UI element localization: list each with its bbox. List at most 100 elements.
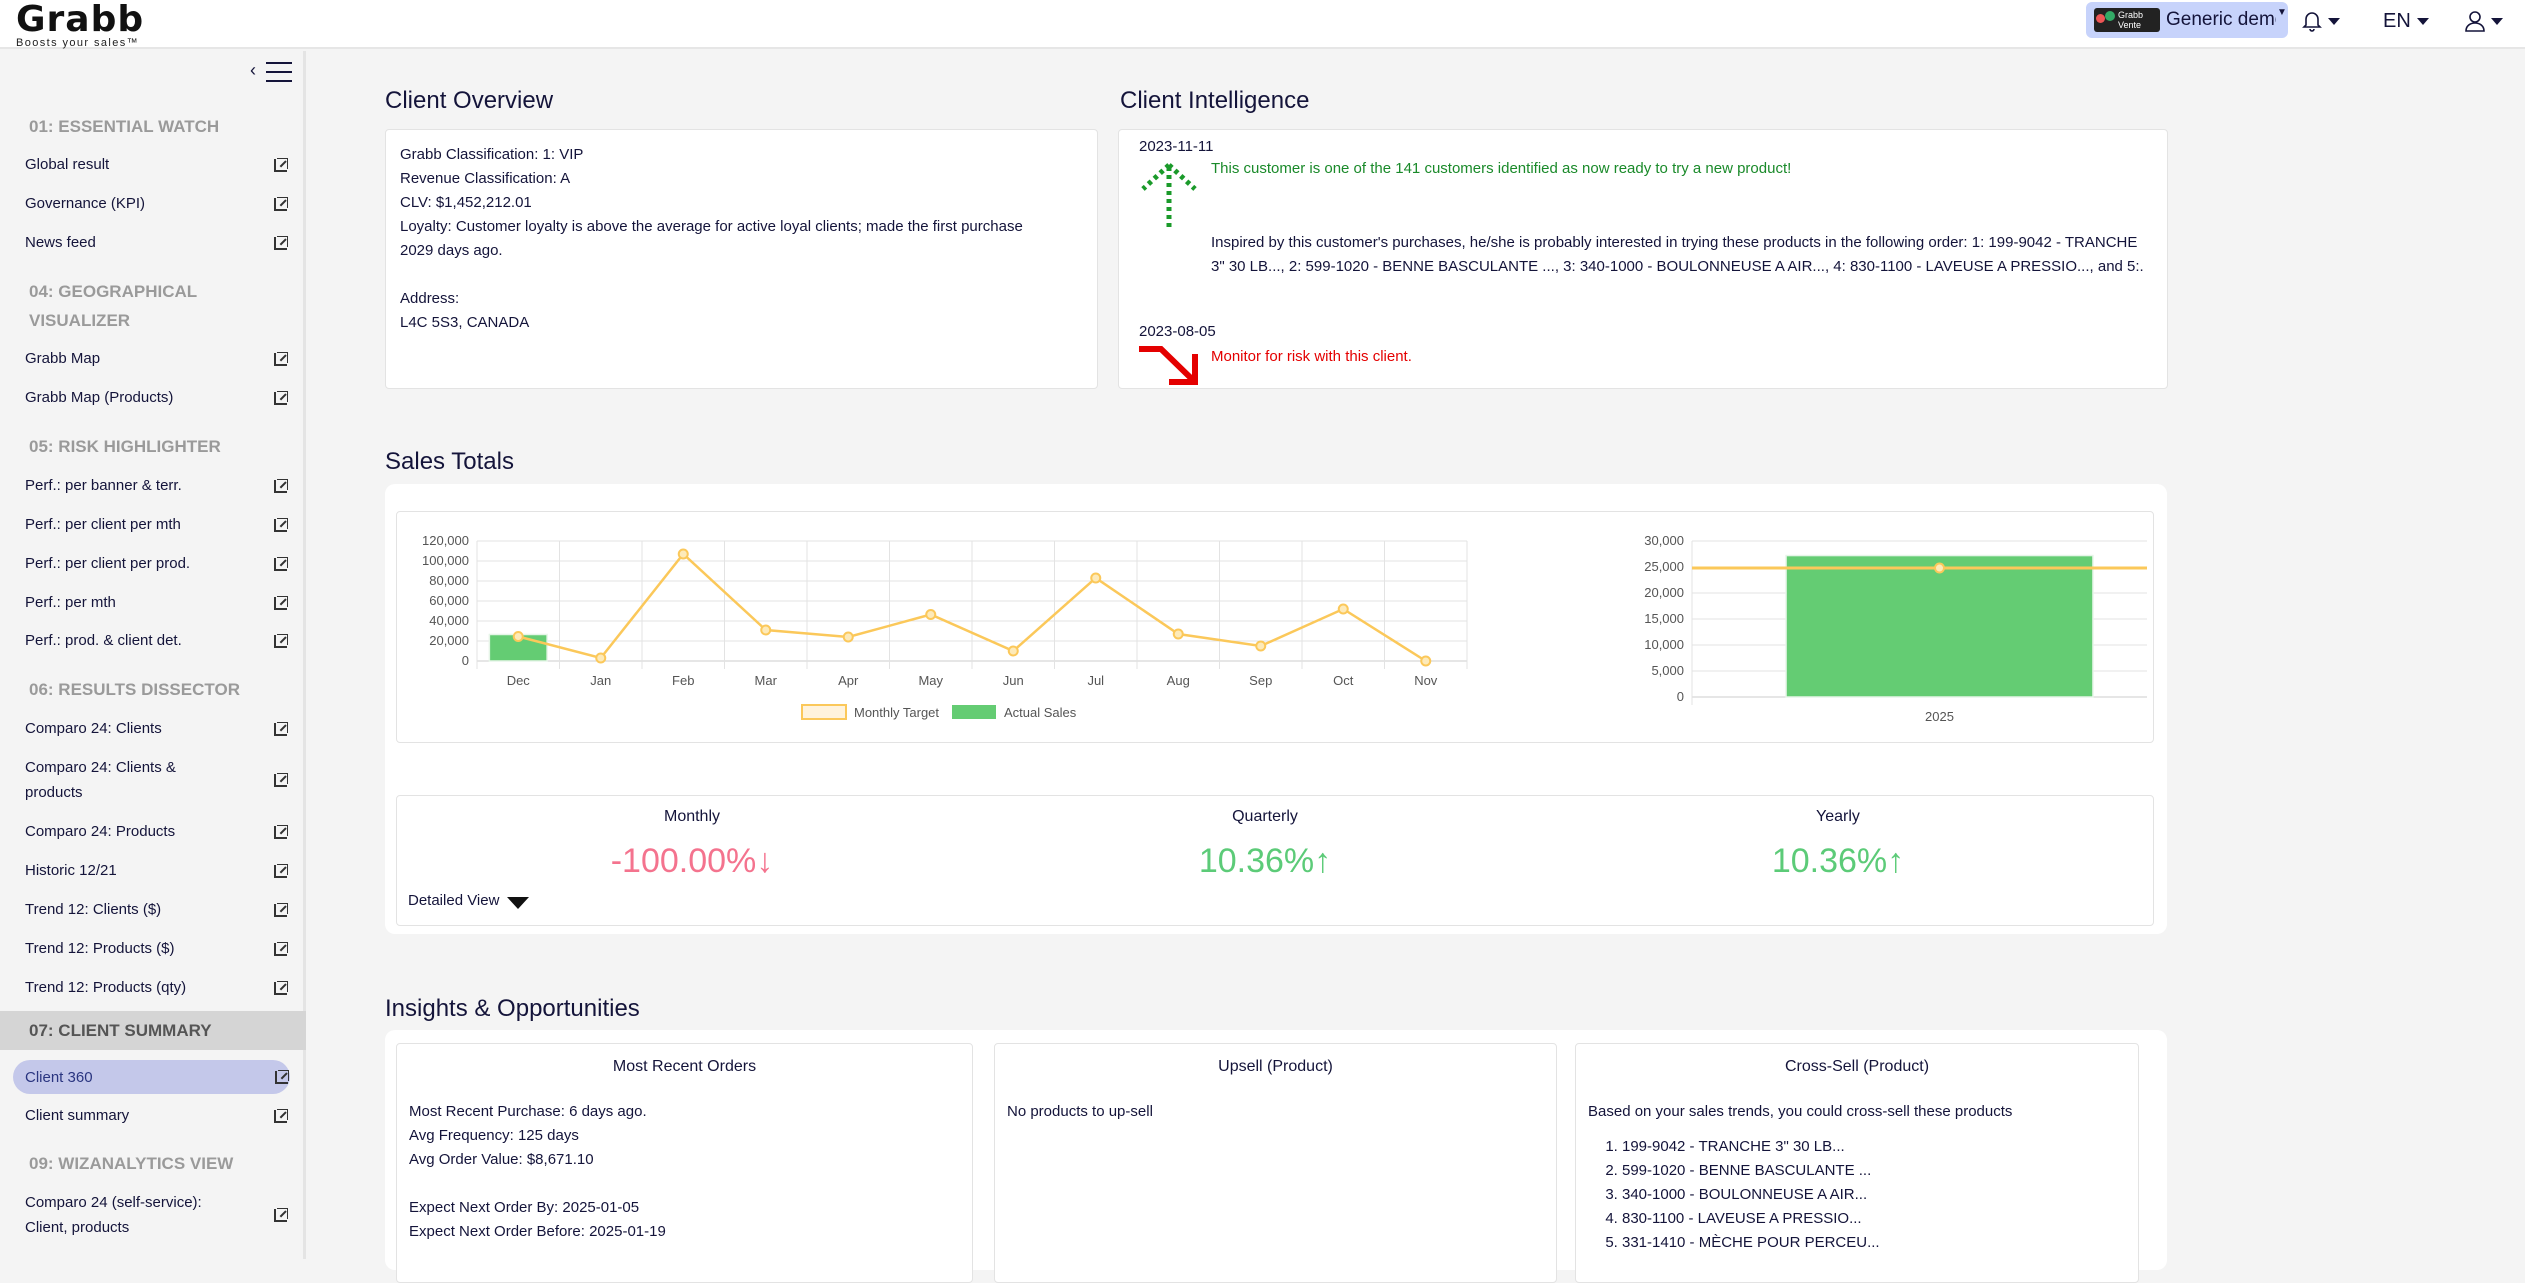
sidebar-item-label: Comparo 24 (self-service): Client, produ…: [25, 1194, 202, 1236]
caret-down-icon: [2328, 17, 2340, 25]
sidebar-item-news-feed[interactable]: News feed: [25, 230, 289, 255]
sidebar-item-label: Comparo 24: Clients & products: [25, 759, 176, 801]
sidebar-item-governance[interactable]: Governance (KPI): [25, 191, 289, 216]
external-link-icon: [273, 595, 289, 611]
sidebar-item-trend-products-qty[interactable]: Trend 12: Products (qty): [25, 975, 289, 1000]
y-tick-label: 20,000: [1644, 585, 1684, 600]
kpi-label: Monthly: [663, 808, 721, 825]
legend-label: Monthly Target: [854, 705, 939, 720]
tenant-selector[interactable]: Grabb Vente Generic demo ▼: [2086, 2, 2288, 38]
intel-date: 2023-08-05: [1139, 323, 1216, 340]
y-tick-label: 10,000: [1644, 637, 1684, 652]
caret-down-icon: [2491, 17, 2503, 25]
monthly-sales-chart: 0 20,000 40,000 60,000 80,000 100,000 120,000 D…: [422, 533, 1468, 720]
user-menu[interactable]: [2465, 10, 2503, 32]
avg-order-value: Avg Order Value: $8,671.10: [409, 1151, 594, 1168]
sidebar-item-trend-products-dollars[interactable]: Trend 12: Products ($): [25, 936, 289, 961]
sidebar-item-label: Trend 12: Clients ($): [25, 901, 162, 918]
tenant-badge-text: Grabb Vente: [2118, 10, 2144, 30]
list-item[interactable]: 331-1410 - MÈCHE POUR PERCEU...: [1622, 1231, 2126, 1255]
expect-next-order-by: Expect Next Order By: 2025-01-05: [409, 1199, 640, 1216]
chevron-left-icon: ‹: [250, 60, 256, 80]
sidebar-item-global-result[interactable]: Global result: [25, 152, 289, 177]
y-tick-label: 30,000: [1644, 533, 1684, 548]
tenant-caret-icon: ▼: [2277, 6, 2287, 18]
y-tick-label: 25,000: [1644, 559, 1684, 574]
section-risk-highlighter: 05: RISK HIGHLIGHTER: [29, 437, 221, 456]
arrow-up-icon: ↑: [1314, 842, 1332, 880]
kpi-label: Yearly: [1816, 808, 1860, 825]
monthly-target-point: [1934, 562, 1945, 574]
address-label: Address:: [400, 290, 460, 307]
sidebar-item-client-360[interactable]: Client 360: [13, 1060, 290, 1094]
x-tick-label: Apr: [838, 673, 859, 688]
kpi-value: 10.36%: [1198, 842, 1315, 880]
detailed-view-label: Detailed View: [408, 891, 500, 909]
x-tick-label: Sep: [1249, 673, 1272, 688]
sidebar-item-historic[interactable]: Historic 12/21: [25, 858, 289, 883]
card-title: Upsell (Product): [1218, 1058, 1333, 1075]
section-client-summary: 07: CLIENT SUMMARY: [0, 1011, 306, 1050]
cross-sell-intro: Based on your sales trends, you could cr…: [1588, 1103, 2013, 1120]
sidebar-item-comparo-self-service[interactable]: Comparo 24 (self-service): Client, produ…: [25, 1190, 289, 1240]
section-wizanalytics-view: 09: WIZANALYTICS VIEW: [29, 1154, 234, 1173]
y-tick-label: 15,000: [1644, 611, 1684, 626]
x-tick-label: 2025: [1925, 709, 1954, 724]
risk-arrow-down-icon: [1139, 346, 1198, 385]
sidebar-item-comparo-clients[interactable]: Comparo 24: Clients: [25, 716, 289, 741]
clv-value: CLV: $1,452,212.01: [400, 194, 532, 211]
sidebar-item-label: Client summary: [25, 1107, 130, 1124]
grabb-logo[interactable]: Grabb Boosts your sales™: [16, 2, 144, 50]
external-link-icon: [274, 1069, 290, 1085]
sidebar-item-label: Global result: [25, 156, 110, 173]
y-tick-label: 5,000: [1651, 663, 1684, 678]
client-overview-card: Grabb Classification: 1: VIP Revenue Cla…: [385, 129, 1098, 389]
external-link-icon: [273, 863, 289, 879]
list-item[interactable]: 340-1000 - BOULONNEUSE A AIR...: [1622, 1183, 2126, 1207]
sidebar-item-trend-clients[interactable]: Trend 12: Clients ($): [25, 897, 289, 922]
sidebar-item-grabb-map-products[interactable]: Grabb Map (Products): [25, 385, 289, 410]
language-menu[interactable]: EN: [2383, 10, 2429, 33]
monthly-target-point: [677, 548, 689, 560]
sidebar-item-grabb-map[interactable]: Grabb Map: [25, 346, 289, 371]
sidebar-item-client-summary[interactable]: Client summary: [25, 1103, 289, 1128]
sales-charts-card: 0 20,000 40,000 60,000 80,000 100,000 120,000 D…: [396, 511, 2154, 743]
sidebar-item-comparo-clients-products[interactable]: Comparo 24: Clients & products: [25, 755, 289, 805]
sidebar-item-comparo-products[interactable]: Comparo 24: Products: [25, 819, 289, 844]
notifications-menu[interactable]: [2302, 10, 2340, 32]
list-item[interactable]: 199-9042 - TRANCHE 3" 30 LB...: [1622, 1135, 2126, 1159]
sidebar-item-perf-banner[interactable]: Perf.: per banner & terr.: [25, 473, 289, 498]
sidebar-item-label: Comparo 24: Products: [25, 823, 176, 840]
y-tick-label: 60,000: [429, 593, 469, 608]
x-tick-label: May: [918, 673, 943, 688]
sidebar-item-perf-prod-client[interactable]: Perf.: prod. & client det.: [25, 628, 289, 653]
client-intelligence-title: Client Intelligence: [1120, 87, 1310, 114]
sidebar-item-perf-client-prod[interactable]: Perf.: per client per prod.: [25, 551, 289, 576]
sidebar-item-label: Client 360: [25, 1068, 93, 1086]
x-tick-label: Jan: [590, 673, 611, 688]
external-link-icon: [273, 824, 289, 840]
intel-risk-message: Monitor for risk with this client.: [1211, 348, 1412, 365]
tenant-name: Generic demo: [2166, 9, 2276, 30]
actual-sales-bar: [1785, 554, 2094, 698]
monthly-target-point: [512, 631, 524, 642]
list-item[interactable]: 599-1020 - BENNE BASCULANTE ...: [1622, 1159, 2126, 1183]
sidebar-item-perf-mth[interactable]: Perf.: per mth: [25, 590, 289, 615]
kpi-yearly: Yearly 10.36%↑: [1628, 808, 2048, 881]
sales-totals-panel: 0 20,000 40,000 60,000 80,000 100,000 120,000 D…: [385, 484, 2167, 934]
external-link-icon: [273, 772, 289, 788]
x-tick-label: Aug: [1167, 673, 1190, 688]
external-link-icon: [273, 633, 289, 649]
user-icon: [2465, 11, 2485, 32]
legend-label: Actual Sales: [1004, 705, 1077, 720]
monthly-target-point: [760, 624, 772, 636]
y-tick-label: 100,000: [422, 553, 469, 568]
insights-panel: Most Recent Orders Most Recent Purchase:…: [385, 1030, 2167, 1283]
sidebar-item-perf-client-mth[interactable]: Perf.: per client per mth: [25, 512, 289, 537]
detailed-view-toggle[interactable]: Detailed View: [408, 891, 530, 909]
collapse-sidebar-button[interactable]: ‹: [250, 56, 292, 86]
list-item[interactable]: 830-1100 - LAVEUSE A PRESSIO...: [1622, 1207, 2126, 1231]
external-link-icon: [273, 1108, 289, 1124]
x-tick-label: Feb: [672, 673, 694, 688]
sidebar-item-label: Historic 12/21: [25, 862, 117, 879]
